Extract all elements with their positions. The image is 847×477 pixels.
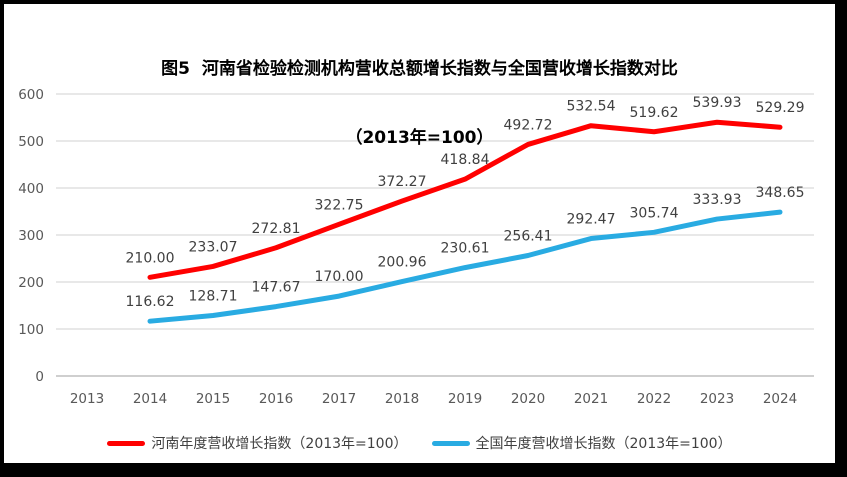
legend-line-swatch [431, 440, 470, 446]
data-label: 272.81 [252, 221, 301, 237]
data-label: 230.61 [441, 241, 490, 257]
data-label: 128.71 [189, 289, 238, 305]
data-label: 519.62 [630, 105, 679, 121]
data-label: 418.84 [441, 152, 490, 168]
data-label: 372.27 [378, 174, 427, 190]
legend-line-swatch [107, 440, 146, 446]
data-label: 292.47 [567, 212, 616, 228]
data-label: 116.62 [126, 294, 175, 310]
data-label: 210.00 [126, 250, 175, 266]
y-axis-tick-label: 100 [18, 322, 44, 338]
x-axis-tick-label: 2020 [511, 391, 545, 407]
y-axis-tick-label: 400 [18, 181, 44, 197]
x-axis-tick-label: 2016 [259, 391, 293, 407]
x-axis-tick-label: 2021 [574, 391, 608, 407]
data-label: 348.65 [756, 185, 805, 201]
data-label: 529.29 [756, 100, 805, 116]
y-axis-tick-label: 200 [18, 275, 44, 291]
chart-title-line2: （2013年=100） [345, 128, 494, 148]
x-axis-tick-label: 2022 [637, 391, 671, 407]
chart-legend: 河南年度营收增长指数（2013年=100） 全国年度营收增长指数（2013年=10… [4, 433, 835, 453]
data-label: 305.74 [630, 205, 679, 221]
data-label: 147.67 [252, 280, 301, 296]
data-label: 170.00 [315, 269, 364, 285]
data-label: 532.54 [567, 99, 616, 115]
line-chart-svg: 0 100 200 300 400 500 600 2013 2014 2015 2016 2017 2… [18, 87, 814, 407]
data-label: 233.07 [189, 239, 238, 255]
data-label: 322.75 [315, 197, 364, 213]
chart-title: 图5 河南省检验检测机构营收总额增长指数与全国营收增长指数对比 （2013年=1… [4, 12, 835, 196]
x-axis-tick-label: 2023 [700, 391, 734, 407]
legend-label: 全国年度营收增长指数（2013年=100） [475, 436, 732, 452]
series-line [147, 119, 783, 280]
x-axis-tick-label: 2017 [322, 391, 356, 407]
legend-item: 河南年度营收增长指数（2013年=100） [107, 433, 408, 453]
data-label: 492.72 [504, 117, 553, 133]
x-axis-tick-label: 2024 [763, 391, 797, 407]
chart-title-line1: 图5 河南省检验检测机构营收总额增长指数与全国营收增长指数对比 [161, 59, 678, 79]
series-line [147, 209, 783, 324]
data-label: 256.41 [504, 228, 553, 244]
data-label: 333.93 [693, 192, 742, 208]
x-axis-tick-label: 2019 [448, 391, 482, 407]
y-axis-tick-label: 300 [18, 228, 44, 244]
legend-label: 河南年度营收增长指数（2013年=100） [151, 436, 408, 452]
x-axis-tick-label: 2013 [70, 391, 104, 407]
legend-item: 全国年度营收增长指数（2013年=100） [431, 433, 732, 453]
y-axis-tick-label: 600 [18, 87, 44, 103]
y-axis-tick-label: 500 [18, 134, 44, 150]
data-label: 200.96 [378, 255, 427, 271]
y-axis-tick-label: 0 [35, 369, 44, 385]
x-axis-tick-label: 2014 [133, 391, 167, 407]
data-label: 539.93 [693, 95, 742, 111]
x-axis-tick-label: 2018 [385, 391, 419, 407]
x-axis-tick-label: 2015 [196, 391, 230, 407]
